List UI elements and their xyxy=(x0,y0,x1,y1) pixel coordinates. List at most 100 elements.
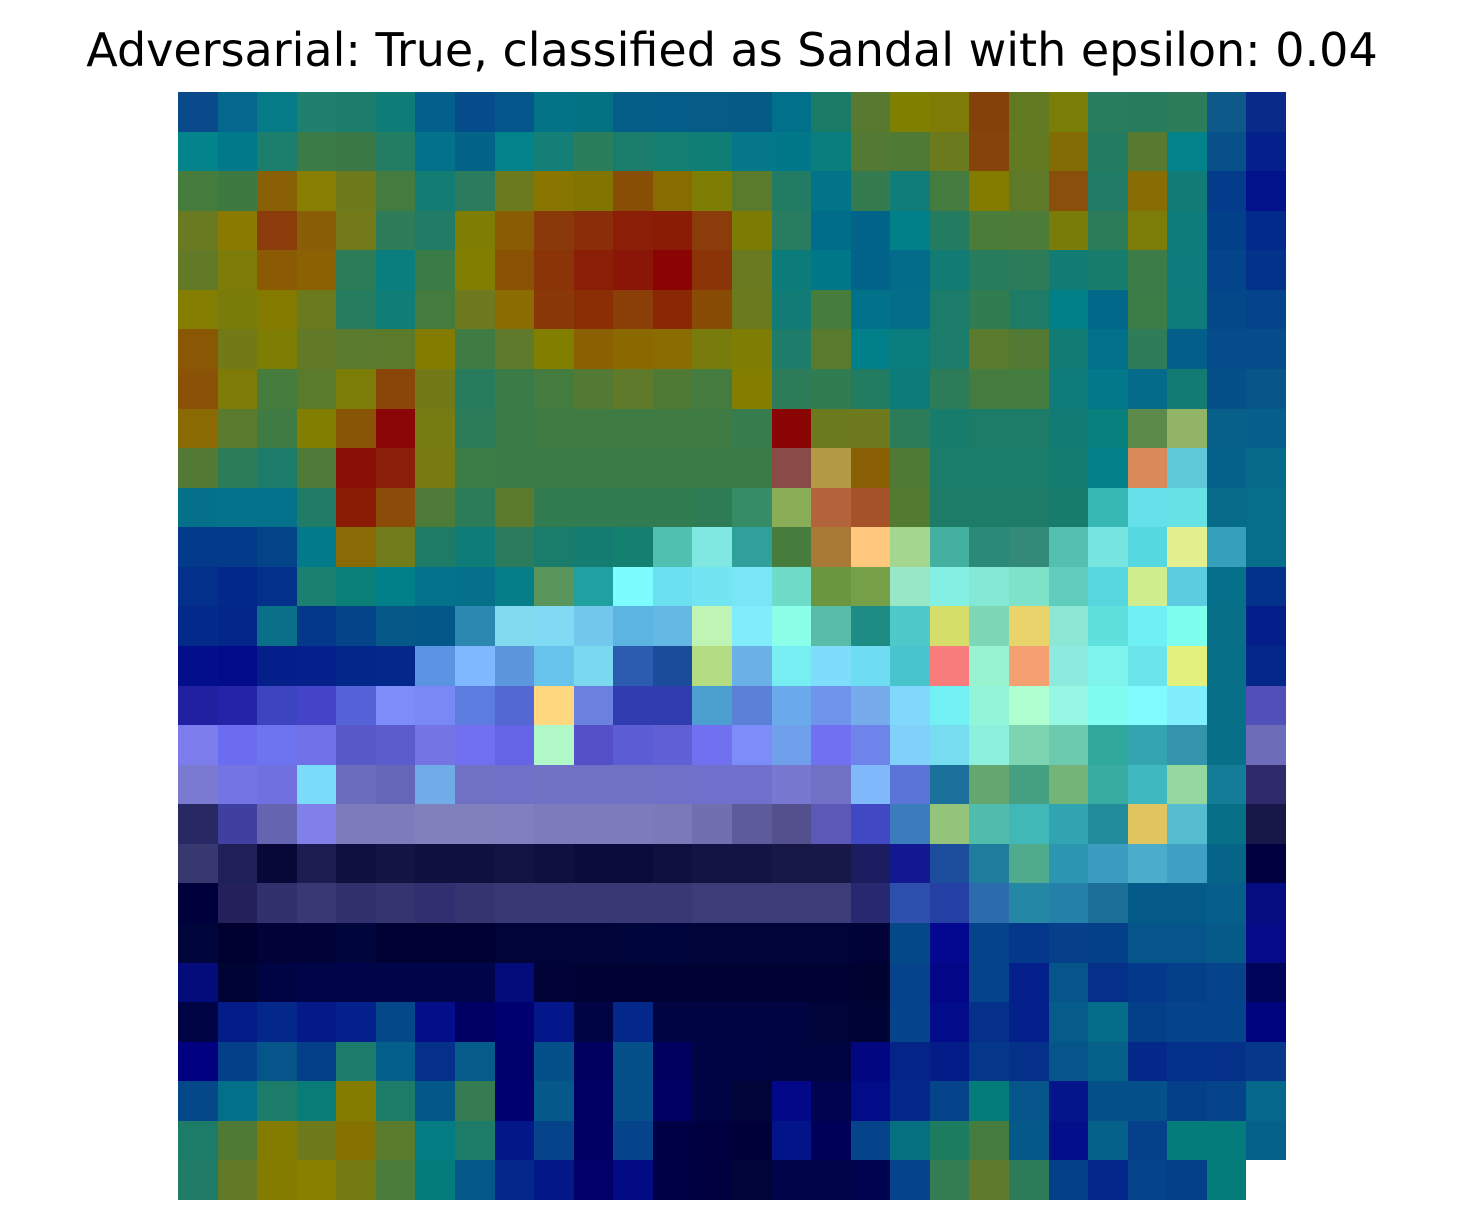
pixel-cell xyxy=(1088,369,1128,409)
pixel-cell xyxy=(534,804,574,844)
pixel-cell xyxy=(178,606,218,646)
pixel-cell xyxy=(296,606,337,646)
pixel-cell xyxy=(1246,804,1286,844)
pixel-cell xyxy=(336,804,376,844)
pixel-cell xyxy=(1127,408,1168,449)
pixel-cell xyxy=(455,566,495,607)
pixel-cell xyxy=(494,1120,535,1161)
pixel-cell xyxy=(415,725,455,765)
pixel-cell xyxy=(692,289,732,330)
pixel-cell xyxy=(929,527,970,567)
pixel-cell xyxy=(178,408,218,449)
pixel-cell xyxy=(652,92,693,132)
pixel-cell xyxy=(1246,606,1286,646)
pixel-cell xyxy=(929,1160,970,1200)
pixel-cell xyxy=(692,131,732,172)
pixel-cell xyxy=(652,250,693,290)
pixel-cell xyxy=(217,1160,258,1200)
pixel-cell xyxy=(850,527,891,567)
pixel-cell xyxy=(850,408,891,449)
pixel-cell xyxy=(217,685,258,726)
pixel-cell xyxy=(1048,369,1089,409)
pixel-cell xyxy=(771,171,812,211)
pixel-cell xyxy=(178,250,218,290)
pixel-cell xyxy=(178,1120,218,1161)
pixel-cell xyxy=(1127,329,1168,369)
pixel-cell xyxy=(494,1081,535,1121)
pixel-cell xyxy=(494,725,535,765)
pixel-cell xyxy=(375,408,416,449)
pixel-cell xyxy=(1246,923,1286,963)
pixel-cell xyxy=(732,566,772,607)
pixel-cell xyxy=(1206,92,1247,132)
pixel-cell xyxy=(1246,487,1286,528)
pixel-cell xyxy=(336,329,376,369)
pixel-cell xyxy=(217,289,258,330)
pixel-cell xyxy=(1127,764,1168,805)
pixel-cell xyxy=(573,487,614,528)
pixel-cell xyxy=(494,527,535,567)
pixel-cell xyxy=(692,923,732,963)
pixel-cell xyxy=(771,883,812,923)
pixel-cell xyxy=(336,883,376,923)
pixel-cell xyxy=(1009,92,1049,132)
pixel-cell xyxy=(652,566,693,607)
pixel-cell xyxy=(613,685,653,726)
pixel-cell xyxy=(1048,1160,1089,1200)
pixel-cell xyxy=(375,685,416,726)
pixel-cell xyxy=(178,685,218,726)
pixel-cell xyxy=(613,1081,653,1121)
pixel-cell xyxy=(534,210,574,251)
pixel-cell xyxy=(613,1120,653,1161)
pixel-cell xyxy=(969,566,1009,607)
pixel-cell xyxy=(1127,725,1168,765)
pixel-cell xyxy=(771,92,812,132)
pixel-cell xyxy=(336,685,376,726)
pixel-cell xyxy=(573,408,614,449)
pixel-cell xyxy=(1246,92,1286,132)
pixel-cell xyxy=(732,171,772,211)
pixel-cell xyxy=(1048,250,1089,290)
pixel-cell xyxy=(455,329,495,369)
pixel-cell xyxy=(1246,883,1286,923)
pixel-cell xyxy=(890,923,930,963)
pixel-cell xyxy=(1246,1120,1286,1161)
pixel-cell xyxy=(1206,1041,1247,1082)
pixel-cell xyxy=(534,1081,574,1121)
pixel-cell xyxy=(929,1002,970,1042)
pixel-cell xyxy=(692,448,732,488)
pixel-cell xyxy=(178,1002,218,1042)
pixel-cell xyxy=(771,1120,812,1161)
pixel-cell xyxy=(415,923,455,963)
pixel-cell xyxy=(890,725,930,765)
pixel-cell xyxy=(217,1002,258,1042)
pixel-cell xyxy=(1009,962,1049,1003)
pixel-cell xyxy=(573,250,614,290)
pixel-cell xyxy=(1127,210,1168,251)
pixel-cell xyxy=(1009,171,1049,211)
pixel-cell xyxy=(613,289,653,330)
pixel-cell xyxy=(1088,171,1128,211)
pixel-cell xyxy=(1167,1160,1207,1200)
pixel-cell xyxy=(415,210,455,251)
pixel-cell xyxy=(732,408,772,449)
pixel-cell xyxy=(494,685,535,726)
pixel-cell xyxy=(217,725,258,765)
pixel-cell xyxy=(969,527,1009,567)
pixel-cell xyxy=(811,646,851,686)
pixel-cell xyxy=(1009,1041,1049,1082)
pixel-cell xyxy=(217,92,258,132)
pixel-cell xyxy=(1009,289,1049,330)
pixel-cell xyxy=(1088,487,1128,528)
pixel-cell xyxy=(692,883,732,923)
pixel-cell xyxy=(1206,329,1247,369)
pixel-cell xyxy=(811,764,851,805)
pixel-cell xyxy=(969,210,1009,251)
pixel-cell xyxy=(613,92,653,132)
pixel-cell xyxy=(732,725,772,765)
pixel-cell xyxy=(1127,646,1168,686)
pixel-cell xyxy=(296,646,337,686)
pixel-cell xyxy=(1246,250,1286,290)
pixel-cell xyxy=(811,250,851,290)
pixel-cell xyxy=(811,408,851,449)
